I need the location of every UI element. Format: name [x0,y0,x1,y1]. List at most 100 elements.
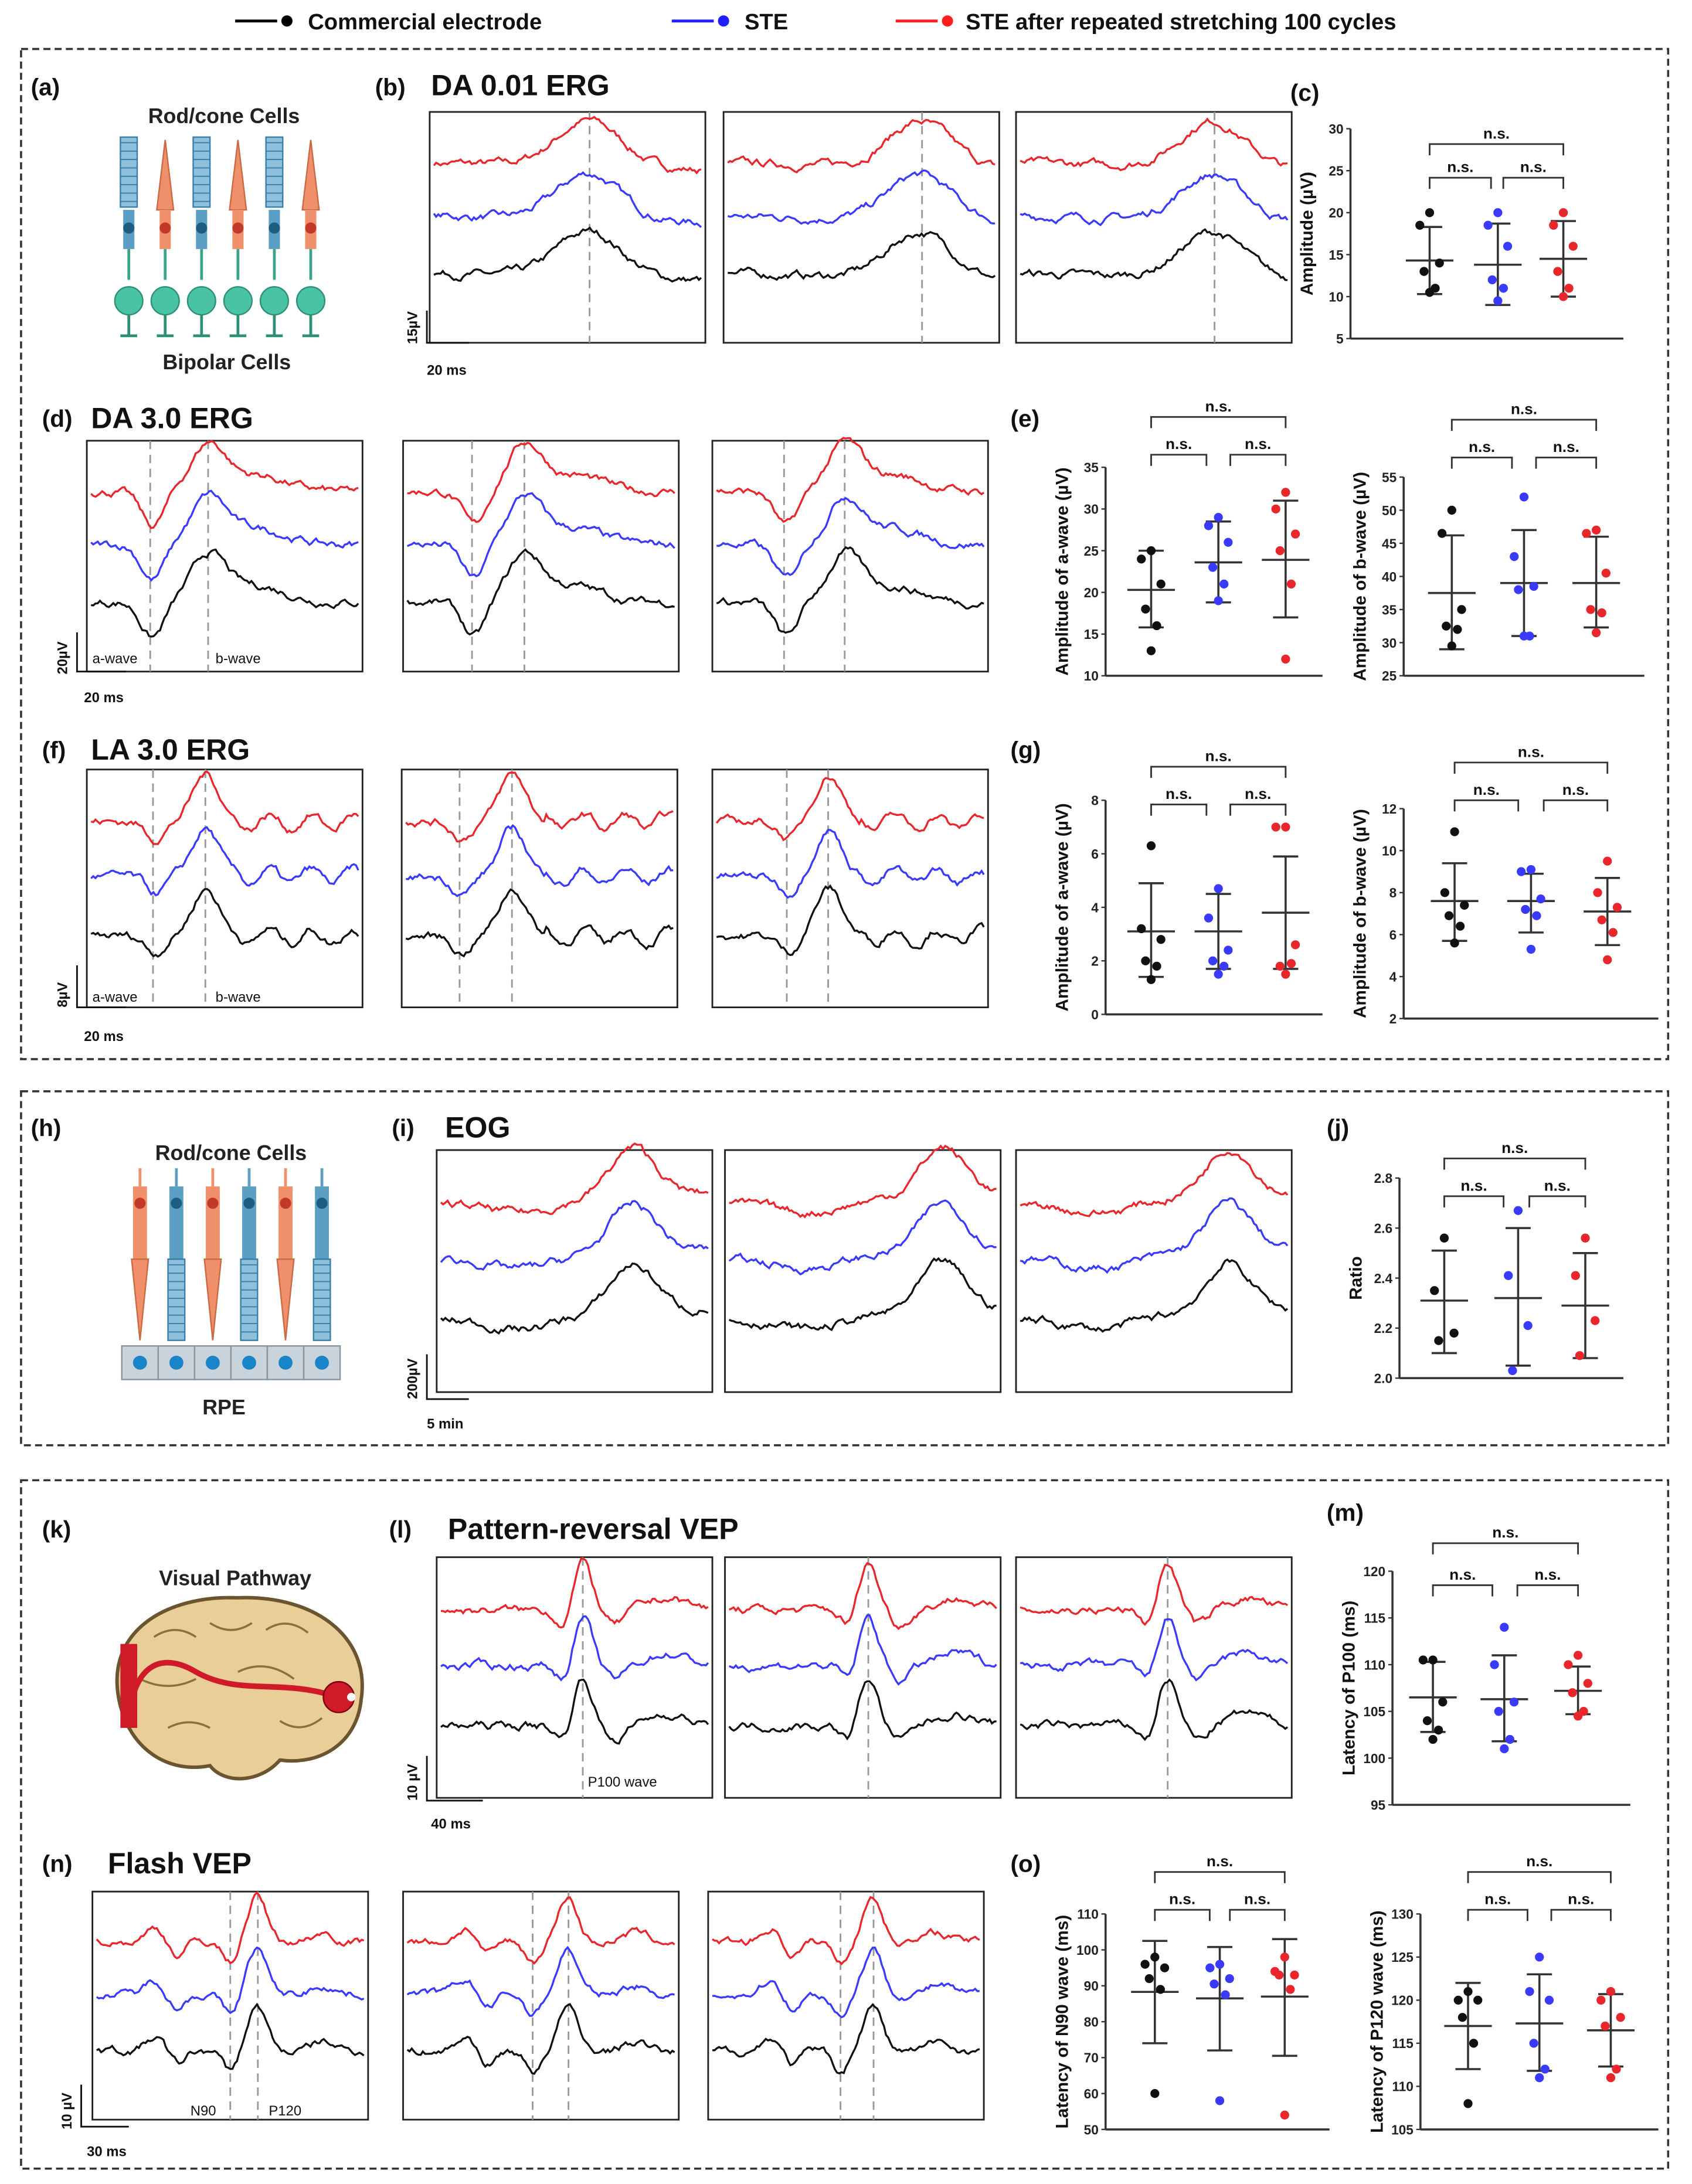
data-point [1490,1660,1499,1669]
y-tick-label: 50 [1382,503,1397,518]
rpe-nucleus-icon [278,1355,293,1370]
data-point [1150,1952,1160,1962]
bipolar-cell-icon [150,286,180,316]
y-axis-label: Latency of P100 (ms) [1340,1601,1359,1775]
bracket-1-2 [1467,1909,1528,1921]
data-point [1422,1716,1432,1726]
data-point [1500,1622,1509,1632]
bipolar-cell-icon [259,286,290,316]
data-point [1271,504,1280,514]
scale-bar-l: 10 µV 40 ms P100 wave [405,1756,657,1832]
rpe-nucleus-icon [205,1355,220,1370]
y-tick-label: 4 [1091,900,1099,915]
data-point [1418,1655,1428,1665]
scale-voltage: 10 µV [59,2093,75,2129]
trace-red [433,115,702,175]
data-point [1510,552,1519,562]
data-point [1286,959,1296,968]
significance-label: n.s. [1449,1566,1476,1583]
nucleus-icon [232,222,244,234]
bracket-all [1450,419,1598,431]
data-point [1438,1697,1448,1707]
trace-red [1020,1152,1289,1217]
data-point [1593,888,1602,897]
bracket-2-3 [1502,176,1564,189]
data-point [1146,841,1156,851]
data-point [1450,938,1459,948]
bracket-all [1154,1871,1286,1883]
trace-blue [407,492,675,577]
data-point [1444,911,1454,920]
bipolar-cell-icon [223,286,253,316]
y-tick-label: 6 [1389,927,1397,943]
data-point [1141,956,1150,965]
rod-outer-segment-icon [192,136,211,208]
data-point [1575,1351,1585,1360]
significance-label: n.s. [1544,1176,1571,1194]
y-tick-label: 90 [1084,1978,1099,1994]
scatter-plot-g1: 0 2 4 6 8 Amplitude of a-wave (µV) n.s. n.s. n.s… [1052,747,1323,1022]
data-point [1275,961,1285,971]
panel-label-l: (l) [389,1516,412,1543]
y-tick-label: 20 [1329,205,1343,220]
data-point [1450,827,1459,836]
rpe-nucleus-icon [132,1355,147,1370]
significance-label: n.s. [1562,781,1589,798]
data-point [1521,904,1530,914]
bracket-all [1432,1542,1579,1554]
data-point [1603,955,1612,965]
data-point [1224,538,1233,547]
bracket-2-3 [1229,454,1287,466]
data-point [1160,1963,1170,1972]
y-axis-label: Amplitude of a-wave (µV) [1052,803,1072,1011]
significance-label: n.s. [1469,438,1495,455]
data-point [1591,628,1601,638]
trace-black [1020,1678,1289,1741]
a-wave-label: a-wave [93,651,138,666]
y-tick-label: 2 [1389,1011,1397,1026]
rpe-nucleus-icon [315,1355,329,1370]
data-point [1549,220,1558,230]
trace-red [715,777,984,842]
y-tick-label: 0 [1091,1007,1099,1022]
data-point [1526,944,1536,954]
trace-blue [90,826,359,897]
trace-frame [711,768,989,1009]
trace-frame [724,1149,1002,1393]
panel-label-k: (k) [42,1516,72,1543]
data-point [1150,2089,1160,2098]
data-point [1568,1688,1577,1697]
y-axis-label: Amplitude (µV) [1297,172,1317,295]
trace-blue [716,829,985,899]
significance-label: n.s. [1205,747,1232,764]
y-tick-label: 2.0 [1374,1370,1393,1386]
y-tick-label: 70 [1084,2050,1099,2066]
data-point [1214,512,1223,522]
data-point [1532,911,1541,920]
significance-label: n.s. [1245,435,1271,453]
bracket-all [1453,761,1609,774]
bipolar-cell-icon [295,286,326,316]
legend: Commercial electrode STE STE after repea… [235,9,1396,35]
data-point [1137,554,1146,564]
bipolar-label: Bipolar Cells [162,351,291,374]
data-point [1571,1271,1580,1280]
y-tick-label: 15 [1329,247,1343,263]
trace-red [727,118,996,174]
legend-label: Commercial electrode [308,9,542,35]
panel-title-l: Pattern-reversal VEP [448,1513,739,1546]
data-point [1146,975,1156,984]
trace-frame [436,1556,714,1799]
y-tick-label: 2.4 [1374,1271,1393,1286]
trace-red [440,1557,709,1629]
y-tick-label: 110 [1077,1907,1099,1922]
trace-box-d [86,440,363,673]
data-point [1281,654,1290,664]
bracket-1-2 [1450,457,1513,469]
data-point [1430,1286,1439,1295]
y-tick-label: 55 [1382,470,1397,485]
data-point [1608,928,1618,937]
data-point [1439,1233,1449,1243]
data-point [1601,2021,1610,2031]
visual-pathway-label: Visual Pathway [159,1566,311,1590]
